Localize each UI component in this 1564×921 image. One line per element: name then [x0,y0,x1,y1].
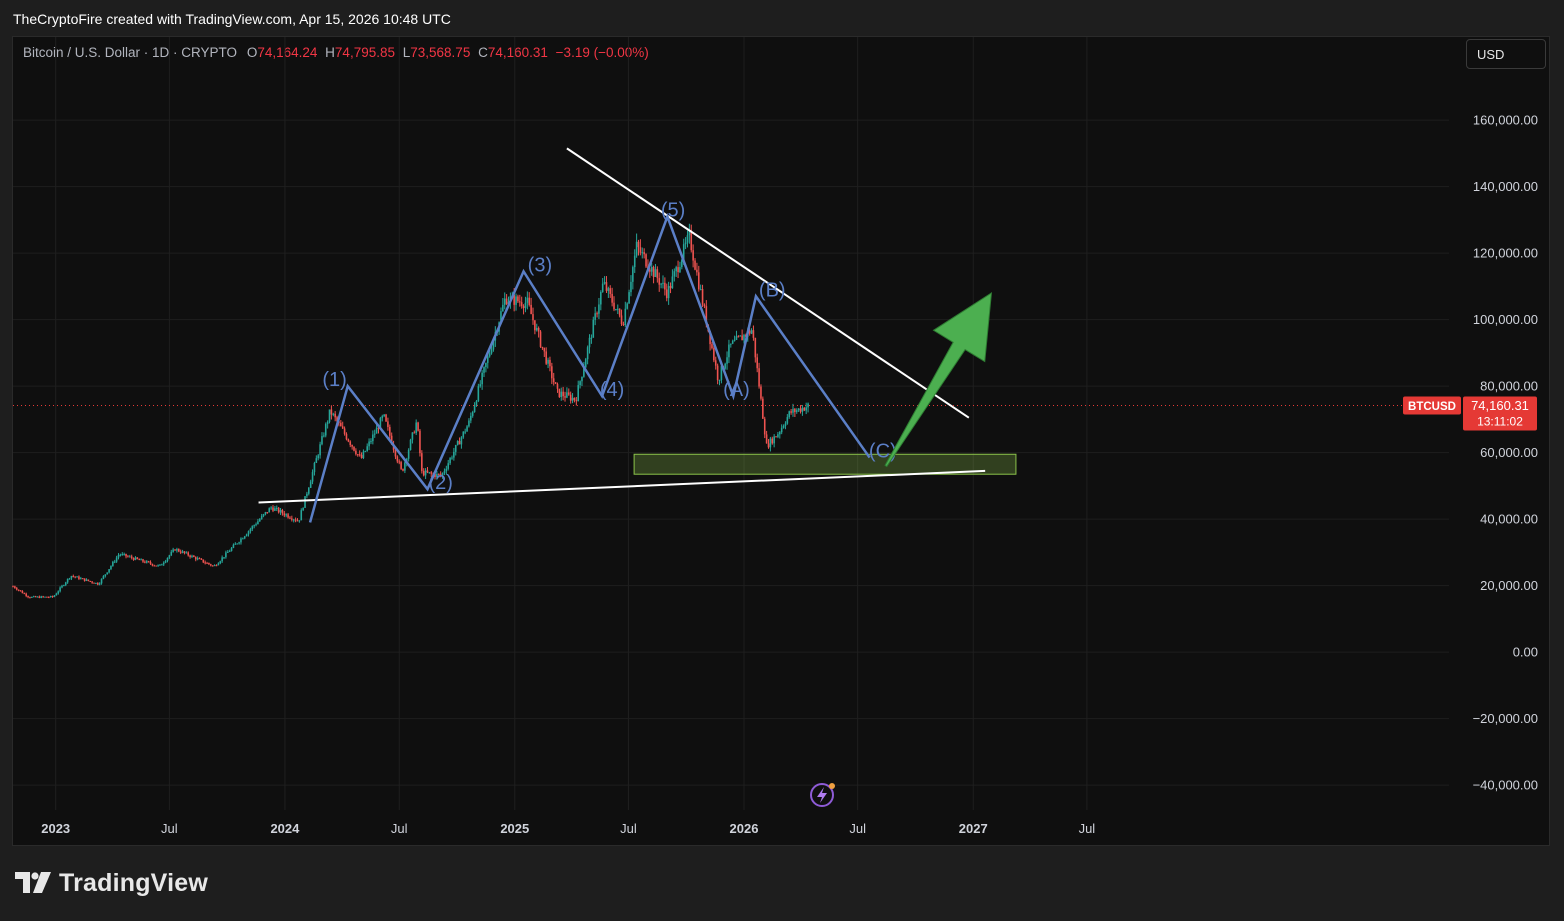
brand-name: TradingView [59,868,209,897]
chart-caption: TheCryptoFire created with TradingView.c… [13,11,451,27]
change-value: −3.19 (−0.00%) [555,45,649,60]
high-label: H [325,45,335,60]
open-value: 74,164.24 [257,45,318,60]
symbol-name[interactable]: Bitcoin / U.S. Dollar · 1D · CRYPTO [23,45,238,60]
low-label: L [402,45,411,60]
open-label: O [246,45,258,60]
tradingview-logo-icon [15,872,51,893]
low-value: 73,568.75 [410,45,471,60]
chart-frame[interactable] [12,36,1550,846]
tradingview-brand[interactable]: TradingView [15,866,208,900]
currency-button[interactable]: USD [1466,39,1546,69]
close-label: C [478,45,488,60]
close-value: 74,160.31 [487,45,548,60]
symbol-header: Bitcoin / U.S. Dollar · 1D · CRYPTO O74,… [23,45,649,60]
high-value: 74,795.85 [334,45,395,60]
